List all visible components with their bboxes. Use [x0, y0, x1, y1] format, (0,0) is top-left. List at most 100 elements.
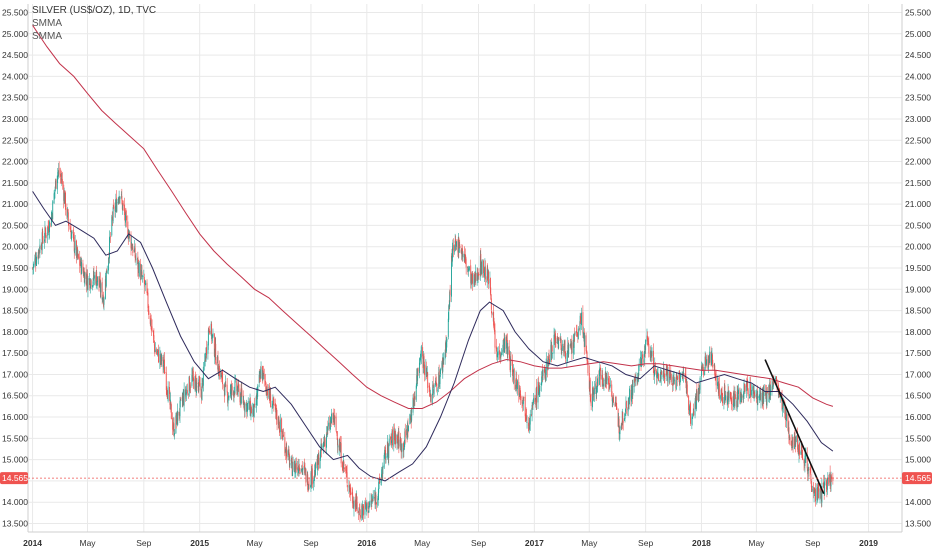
- candle-body: [122, 204, 124, 209]
- indicator-smma-fast-label[interactable]: SMMA: [32, 18, 62, 29]
- candle-body: [226, 384, 228, 393]
- candle-body: [480, 263, 482, 274]
- candle-body: [674, 379, 675, 381]
- candle-body: [243, 400, 245, 405]
- candle-body: [97, 276, 99, 282]
- candle-body: [148, 310, 150, 315]
- candle-body: [151, 328, 153, 329]
- candle-body: [506, 337, 508, 341]
- candle-body: [404, 430, 406, 438]
- candle-body: [326, 426, 328, 435]
- candle-body: [598, 370, 600, 385]
- candle-body: [477, 274, 479, 280]
- candle-body: [689, 410, 691, 412]
- candle-body: [92, 285, 94, 288]
- x-tick-label: May: [414, 538, 431, 548]
- candle-body: [668, 370, 670, 379]
- candle-body: [675, 379, 677, 389]
- candle-body: [720, 389, 722, 396]
- candle-body: [125, 210, 127, 215]
- candle-body: [332, 413, 334, 420]
- candle-body: [324, 439, 326, 447]
- candle-body: [666, 371, 668, 375]
- candle-body: [174, 433, 175, 436]
- candle-body: [358, 511, 360, 513]
- candle-body: [279, 419, 281, 432]
- candle-body: [245, 403, 247, 406]
- candle-body: [684, 373, 686, 376]
- candle-body: [641, 354, 643, 359]
- candle-body: [137, 263, 139, 268]
- candle-body: [481, 259, 483, 274]
- candle-body: [82, 263, 84, 272]
- candle-body: [256, 390, 258, 400]
- candle-body: [326, 433, 327, 448]
- candle-body: [766, 391, 768, 406]
- candle-body: [204, 360, 206, 367]
- candle-body: [817, 484, 819, 501]
- candle-body: [584, 335, 586, 347]
- candle-body: [156, 353, 158, 354]
- candle-body: [743, 392, 745, 398]
- candle-body: [683, 372, 685, 376]
- candle-body: [272, 397, 274, 406]
- y-tick-label-left: 16.000: [2, 412, 28, 422]
- candle-body: [550, 344, 552, 363]
- candle-body: [304, 468, 306, 470]
- candle-body: [798, 448, 799, 455]
- candle-body: [563, 346, 565, 351]
- candle-body: [176, 411, 178, 425]
- candle-body: [269, 391, 271, 400]
- candle-body: [179, 414, 180, 416]
- candle-body: [41, 232, 43, 251]
- candle-body: [222, 372, 224, 385]
- y-tick-label-left: 23.000: [2, 114, 28, 124]
- candle-body: [308, 484, 310, 486]
- candle-body: [686, 385, 688, 394]
- candle-body: [323, 442, 325, 445]
- candle-body: [513, 370, 515, 372]
- candle-body: [140, 263, 142, 281]
- candle-body: [35, 264, 37, 265]
- candle-body: [131, 248, 133, 250]
- candle-body: [117, 198, 119, 204]
- candle-body: [458, 237, 460, 252]
- candle-body: [518, 381, 520, 396]
- candle-body: [50, 216, 52, 226]
- candle-body: [576, 330, 577, 333]
- candle-body: [138, 262, 140, 277]
- candle-body: [397, 438, 399, 445]
- y-tick-label-left: 20.000: [2, 242, 28, 252]
- candle-body: [32, 267, 34, 269]
- candle-body: [157, 348, 159, 352]
- candle-body: [702, 367, 704, 375]
- candle-body: [608, 382, 610, 384]
- candle-body: [198, 381, 200, 384]
- candle-body: [478, 273, 480, 276]
- candle-body: [45, 232, 47, 238]
- trend-line[interactable]: [764, 359, 825, 494]
- candle-body: [629, 388, 631, 399]
- candle-body: [452, 245, 454, 251]
- candle-body: [640, 356, 642, 367]
- symbol-title[interactable]: SILVER (US$/OZ), 1D, TVC: [32, 5, 157, 16]
- candle-body: [173, 423, 175, 436]
- candle-body: [44, 226, 46, 238]
- y-tick-label-right: 21.000: [905, 199, 931, 209]
- indicator-smma-slow-label[interactable]: SMMA: [32, 31, 62, 42]
- y-tick-label-left: 19.000: [2, 284, 28, 294]
- candle-body: [127, 236, 129, 239]
- candle-body: [484, 273, 485, 276]
- candle-body: [85, 271, 87, 279]
- candle-body: [750, 389, 752, 396]
- candle-body: [361, 505, 363, 515]
- candle-body: [103, 298, 105, 305]
- candle-body: [425, 365, 427, 375]
- candle-body: [185, 391, 187, 395]
- candle-body: [643, 351, 645, 364]
- candle-body: [771, 385, 773, 387]
- candle-body: [467, 266, 468, 268]
- candle-body: [311, 468, 313, 485]
- candle-body: [133, 250, 135, 252]
